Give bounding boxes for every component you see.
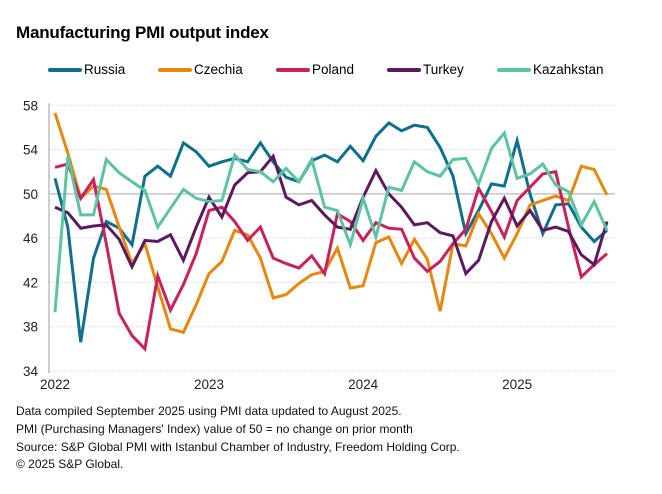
y-tick-label: 46: [23, 231, 38, 246]
y-tick-label: 38: [23, 320, 38, 335]
legend-label: Poland: [312, 62, 355, 77]
y-tick-label: 54: [23, 143, 39, 158]
y-tick-label: 42: [23, 275, 38, 290]
legend-item-czechia: Czechia: [158, 62, 243, 77]
series-line-poland: [54, 162, 608, 353]
legend-swatch: [158, 67, 192, 72]
y-tick-label: 34: [23, 364, 39, 379]
footer-note-source: Source: S&P Global PMI with Istanbul Cha…: [16, 439, 460, 454]
legend-item-turkey: Turkey: [387, 62, 464, 77]
footer-note-compiled: Data compiled September 2025 using PMI d…: [16, 404, 402, 418]
x-tick-label: 2025: [502, 377, 532, 392]
legend-label: Kazahkstan: [533, 62, 604, 77]
series-line-russia: [53, 121, 608, 343]
legend-item-russia: Russia: [48, 62, 125, 77]
legend-label: Russia: [84, 62, 126, 77]
series-lines: [53, 112, 609, 353]
legend: Russia Czechia Poland Turkey Kazahkstan: [0, 62, 662, 82]
legend-swatch: [276, 67, 310, 72]
legend-swatch: [48, 67, 82, 72]
y-tick-label: 58: [23, 98, 38, 113]
footer-note-definition: PMI (Purchasing Managers' Index) value o…: [16, 421, 413, 436]
y-axis-ticks: 34 38 42 46 50 54 58: [23, 98, 39, 379]
series-line-turkey: [54, 153, 609, 277]
footer-copyright: © 2025 S&P Global.: [16, 457, 124, 472]
legend-item-poland: Poland: [276, 62, 354, 77]
footer-notes: Data compiled September 2025 using PMI d…: [16, 403, 460, 474]
x-axis-ticks: 2022 2023 2024 2025: [40, 377, 532, 392]
legend-swatch: [387, 67, 421, 72]
x-tick-label: 2023: [194, 377, 224, 392]
legend-item-kazakhstan: Kazahkstan: [497, 62, 604, 77]
x-tick-label: 2022: [40, 377, 70, 392]
legend-label: Turkey: [423, 62, 464, 77]
series-line-kazahkstan: [53, 129, 609, 313]
legend-label: Czechia: [194, 62, 243, 77]
series-line-czechia: [53, 112, 609, 335]
x-tick-label: 2024: [348, 377, 379, 392]
y-tick-label: 50: [23, 187, 38, 202]
chart-title: Manufacturing PMI output index: [16, 23, 269, 42]
legend-swatch: [497, 67, 531, 72]
